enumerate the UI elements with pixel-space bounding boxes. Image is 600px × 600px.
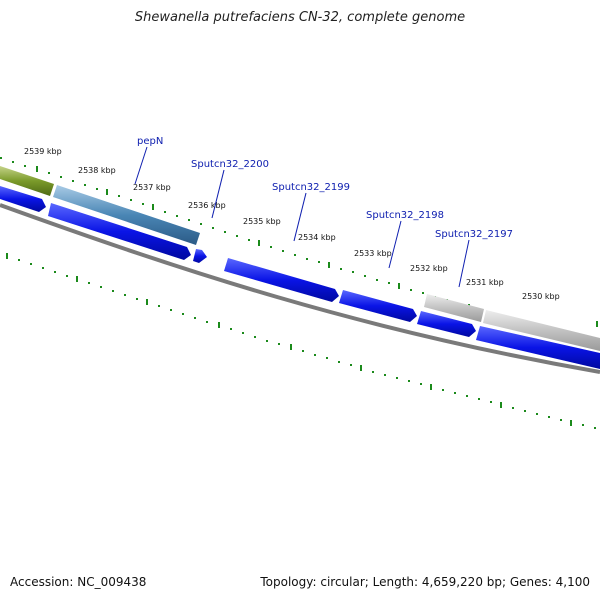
gene-blue-7[interactable] xyxy=(476,326,600,369)
gene-olive[interactable] xyxy=(0,166,54,196)
genome-stats-text: Topology: circular; Length: 4,659,220 bp… xyxy=(260,575,590,589)
label-sputcn32-2197[interactable]: Sputcn32_2197 xyxy=(435,229,513,240)
scale-label-2532: 2532 kbp xyxy=(410,264,448,273)
gene-pepn[interactable] xyxy=(53,185,200,245)
leader-sputcn32-2197 xyxy=(458,239,470,288)
inner-tick-ring xyxy=(6,253,596,429)
gene-grey-1[interactable] xyxy=(424,294,484,322)
scale-label-2536: 2536 kbp xyxy=(188,201,226,210)
gene-sputcn32-2197[interactable] xyxy=(483,310,600,351)
scale-label-2535: 2535 kbp xyxy=(243,217,281,226)
accession-text: Accession: NC_009438 xyxy=(10,575,147,589)
scale-label-2539: 2539 kbp xyxy=(24,147,62,156)
label-sputcn32-2199[interactable]: Sputcn32_2199 xyxy=(272,182,350,193)
leader-pepn xyxy=(134,146,148,185)
scale-label-2538: 2538 kbp xyxy=(78,166,116,175)
gene-labels: pepN Sputcn32_2200 Sputcn32_2199 Sputcn3… xyxy=(134,136,513,288)
scale-label-2537: 2537 kbp xyxy=(133,183,171,192)
gene-sputcn32-2200[interactable] xyxy=(193,249,207,263)
genome-backbone xyxy=(0,203,600,374)
scale-labels: 2539 kbp 2538 kbp 2537 kbp 2536 kbp 2535… xyxy=(24,147,560,301)
gene-blue-1[interactable] xyxy=(0,186,46,212)
leader-sputcn32-2200 xyxy=(211,169,225,219)
label-sputcn32-2200[interactable]: Sputcn32_2200 xyxy=(191,159,269,170)
label-pepn[interactable]: pepN xyxy=(137,136,163,147)
gene-blue-2[interactable] xyxy=(48,203,191,260)
leader-sputcn32-2198 xyxy=(388,220,402,269)
scale-label-2531: 2531 kbp xyxy=(466,278,504,287)
gene-blue-6[interactable] xyxy=(417,311,476,337)
reverse-strand-track xyxy=(0,186,600,369)
gene-sputcn32-2198[interactable] xyxy=(339,290,417,322)
scale-label-2530: 2530 kbp xyxy=(522,292,560,301)
genome-title: Shewanella putrefaciens CN-32, complete … xyxy=(134,10,466,25)
scale-label-2534: 2534 kbp xyxy=(298,233,336,242)
leader-sputcn32-2199 xyxy=(293,192,307,242)
forward-strand-track xyxy=(0,166,600,351)
label-sputcn32-2198[interactable]: Sputcn32_2198 xyxy=(366,210,444,221)
gene-sputcn32-2199[interactable] xyxy=(224,258,339,302)
scale-label-2533: 2533 kbp xyxy=(354,249,392,258)
